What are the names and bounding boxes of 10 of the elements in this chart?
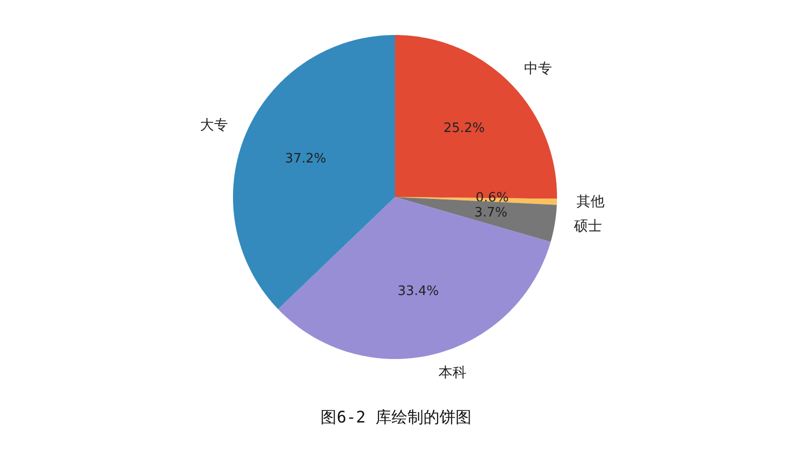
- data-label: 3.7%: [474, 205, 508, 221]
- slice-label: 本科: [438, 364, 466, 381]
- slice-label: 其他: [576, 194, 604, 210]
- data-label: 33.4%: [398, 284, 439, 299]
- caption: 图6-2 库绘制的饼图: [320, 407, 472, 426]
- slice-label: 大专: [200, 118, 228, 134]
- data-label: 25.2%: [443, 121, 485, 136]
- slice-label: 中专: [524, 61, 552, 78]
- data-label: 37.2%: [284, 151, 326, 166]
- slice-label: 硕士: [572, 218, 602, 235]
